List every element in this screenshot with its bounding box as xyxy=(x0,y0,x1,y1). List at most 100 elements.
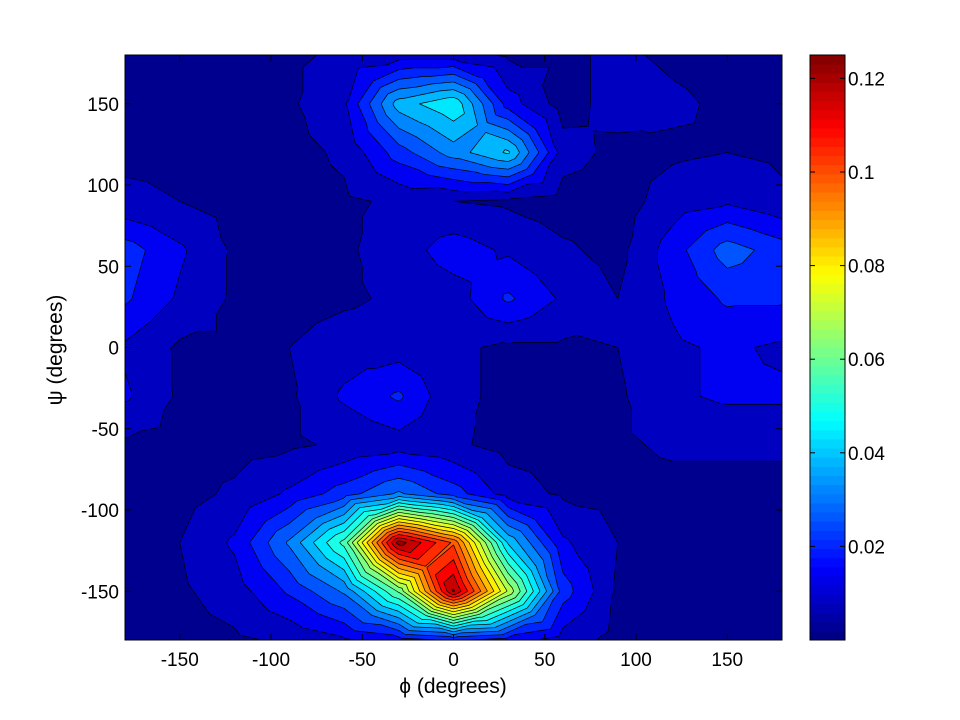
colorbar-band xyxy=(810,201,845,211)
colorbar-band xyxy=(810,55,845,65)
colorbar-bands xyxy=(810,55,845,641)
colorbar-band xyxy=(810,466,845,476)
colorbar-band xyxy=(810,585,845,595)
contour-line xyxy=(386,534,469,598)
colorbar-band xyxy=(810,365,845,376)
colorbar-band xyxy=(810,603,845,614)
colorbar-band xyxy=(810,402,845,412)
y-tick-label: 150 xyxy=(87,95,119,116)
colorbar-band xyxy=(810,429,845,440)
colorbar-band xyxy=(810,292,845,303)
colorbar-band xyxy=(810,283,845,294)
colorbar-band xyxy=(810,621,845,632)
colorbar-band xyxy=(810,320,845,330)
contour-line xyxy=(326,502,534,627)
colorbar-band xyxy=(810,374,845,385)
colorbar-band xyxy=(810,128,845,138)
colorbar-tick-label: 0.04 xyxy=(848,444,885,465)
colorbar-band xyxy=(810,420,845,431)
colorbar-band xyxy=(810,630,845,641)
x-tick-label: 150 xyxy=(711,650,743,671)
colorbar-tick-label: 0.1 xyxy=(848,163,874,184)
colorbar: 0.02 0.04 0.06 0.08 0.1 0.12 xyxy=(809,54,885,641)
colorbar-band xyxy=(810,137,845,147)
y-tick-label: -50 xyxy=(92,420,119,441)
contour-line xyxy=(381,531,475,601)
colorbar-band xyxy=(810,265,845,275)
contour-line xyxy=(125,55,782,640)
x-tick-label: -100 xyxy=(252,650,290,671)
colorbar-band xyxy=(810,228,845,239)
colorbar-frame xyxy=(809,54,846,641)
colorbar-band xyxy=(810,100,845,111)
colorbar-band xyxy=(810,256,845,266)
colorbar-band xyxy=(810,329,845,339)
colorbar-band xyxy=(810,164,845,175)
contour-line xyxy=(125,66,782,640)
contour-line xyxy=(313,96,541,630)
colorbar-band xyxy=(810,347,845,358)
colorbar-band xyxy=(810,73,845,83)
colorbar-band xyxy=(810,338,845,348)
colorbar-band xyxy=(810,384,845,394)
x-tick-label: 0 xyxy=(448,650,459,671)
contour-line xyxy=(376,527,482,604)
y-axis: -150 -100 -50 0 50 100 150 xyxy=(81,95,782,603)
contour-line xyxy=(346,508,521,621)
contour-line xyxy=(339,505,528,624)
colorbar-band xyxy=(810,521,845,531)
contour-line xyxy=(396,540,455,593)
contour-line xyxy=(267,73,755,638)
colorbar-band xyxy=(810,475,845,486)
plot-area xyxy=(124,54,783,641)
colorbar-band xyxy=(810,457,845,467)
x-tick-label: -50 xyxy=(349,650,376,671)
colorbar-band xyxy=(810,82,845,93)
colorbar-tick-label: 0.06 xyxy=(848,350,885,371)
contour-fills xyxy=(125,55,782,640)
colorbar-band xyxy=(810,109,845,120)
colorbar-band xyxy=(810,310,845,321)
contour-line xyxy=(391,537,462,595)
colorbar-band xyxy=(810,219,845,230)
colorbar-tick-label: 0.08 xyxy=(848,257,885,278)
colorbar-band xyxy=(810,438,845,449)
colorbar-band xyxy=(810,192,845,202)
contour-line xyxy=(366,521,495,610)
x-axis: -150 -100 -50 0 50 100 150 xyxy=(161,55,743,671)
colorbar-band xyxy=(810,566,845,577)
contour-line xyxy=(371,524,488,607)
contour-line xyxy=(361,518,501,613)
x-tick-label: 100 xyxy=(620,650,652,671)
colorbar-ticks: 0.02 0.04 0.06 0.08 0.1 0.12 xyxy=(810,69,885,558)
colorbar-band xyxy=(810,146,845,157)
colorbar-band xyxy=(810,356,845,367)
contour-line xyxy=(125,58,782,640)
colorbar-tick-label: 0.12 xyxy=(848,69,885,90)
contour-line xyxy=(351,511,515,618)
colorbar-band xyxy=(810,274,845,285)
contour-line xyxy=(299,89,547,633)
colorbar-band xyxy=(810,612,845,623)
contour-line xyxy=(356,515,508,616)
colorbar-band xyxy=(810,155,845,166)
colorbar-band xyxy=(810,173,845,184)
colorbar-tick-label: 0.02 xyxy=(848,537,885,558)
colorbar-band xyxy=(810,246,845,257)
colorbar-band xyxy=(810,210,845,221)
colorbar-band xyxy=(810,493,845,504)
colorbar-band xyxy=(810,502,845,513)
colorbar-band xyxy=(810,539,845,550)
y-tick-label: -100 xyxy=(81,501,119,522)
colorbar-band xyxy=(810,576,845,586)
y-axis-label: ψ (degrees) xyxy=(44,295,67,406)
y-tick-label: -150 xyxy=(81,582,119,603)
colorbar-band xyxy=(810,182,845,193)
colorbar-band xyxy=(810,512,845,522)
colorbar-band xyxy=(810,557,845,568)
colorbar-band xyxy=(810,411,845,422)
y-tick-label: 0 xyxy=(108,339,119,360)
x-tick-label: 50 xyxy=(534,650,555,671)
y-tick-label: 100 xyxy=(87,176,119,197)
colorbar-band xyxy=(810,118,845,129)
